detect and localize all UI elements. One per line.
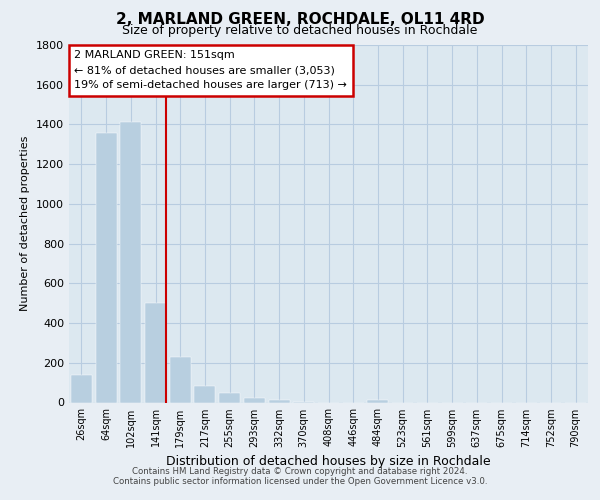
- Bar: [71, 374, 92, 402]
- Text: 2, MARLAND GREEN, ROCHDALE, OL11 4RD: 2, MARLAND GREEN, ROCHDALE, OL11 4RD: [116, 12, 484, 28]
- Bar: [269, 400, 290, 402]
- Bar: [145, 303, 166, 402]
- Bar: [194, 386, 215, 402]
- Text: 2 MARLAND GREEN: 151sqm
← 81% of detached houses are smaller (3,053)
19% of semi: 2 MARLAND GREEN: 151sqm ← 81% of detache…: [74, 50, 347, 90]
- Bar: [120, 122, 141, 402]
- Y-axis label: Number of detached properties: Number of detached properties: [20, 136, 31, 312]
- Bar: [367, 400, 388, 402]
- Bar: [95, 134, 116, 402]
- Text: Contains public sector information licensed under the Open Government Licence v3: Contains public sector information licen…: [113, 477, 487, 486]
- Text: Size of property relative to detached houses in Rochdale: Size of property relative to detached ho…: [122, 24, 478, 37]
- X-axis label: Distribution of detached houses by size in Rochdale: Distribution of detached houses by size …: [166, 455, 491, 468]
- Bar: [219, 392, 240, 402]
- Bar: [244, 398, 265, 402]
- Bar: [170, 357, 191, 403]
- Text: Contains HM Land Registry data © Crown copyright and database right 2024.: Contains HM Land Registry data © Crown c…: [132, 467, 468, 476]
